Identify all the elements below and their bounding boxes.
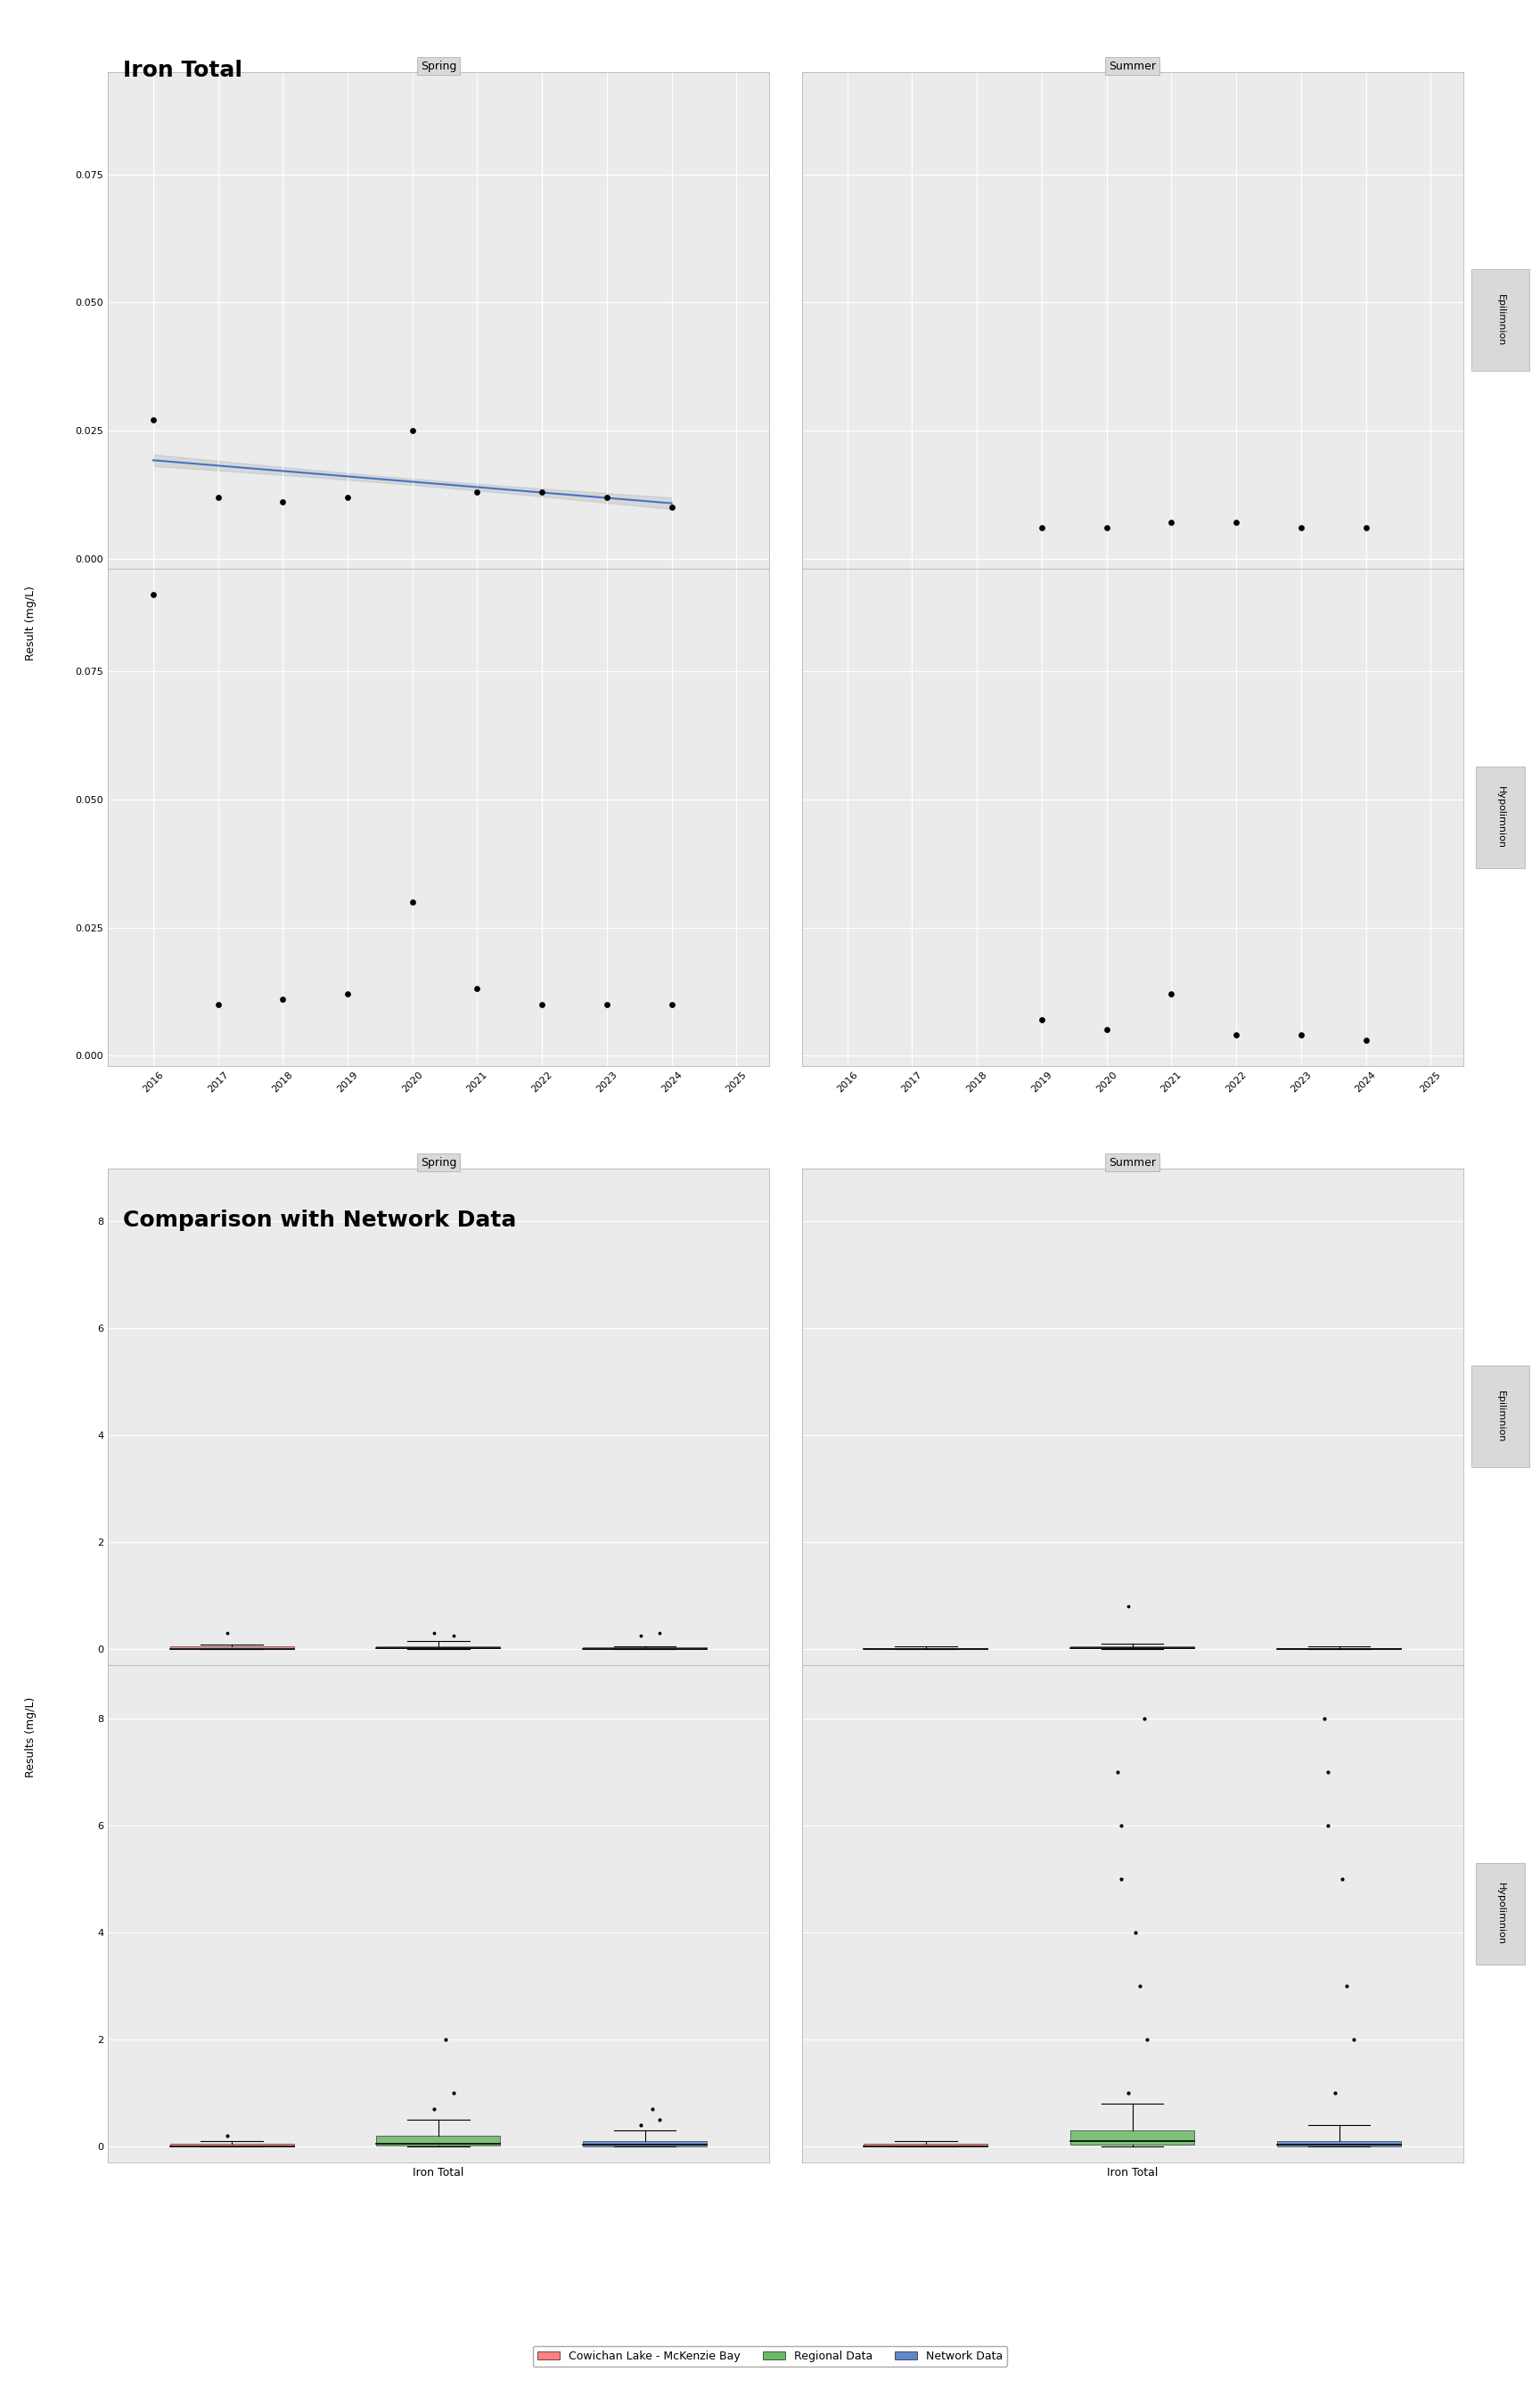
Legend: Cowichan Lake - McKenzie Bay, Regional Data, Network Data: Cowichan Lake - McKenzie Bay, Regional D… [533, 2346, 1007, 2367]
Point [1289, 508, 1314, 546]
Point [1224, 503, 1249, 541]
Point [1116, 2073, 1141, 2111]
Point [465, 970, 490, 1009]
Text: Iron Total: Iron Total [123, 60, 243, 81]
Text: Epilimnion: Epilimnion [1495, 1390, 1505, 1442]
Text: Hypolimnion: Hypolimnion [1495, 1883, 1505, 1946]
Point [1224, 1016, 1249, 1054]
Title: Summer: Summer [1109, 60, 1157, 72]
Point [530, 472, 554, 510]
Point [1354, 508, 1378, 546]
Point [1029, 508, 1053, 546]
Point [140, 400, 165, 438]
Text: Results (mg/L): Results (mg/L) [25, 1696, 37, 1778]
Point [422, 1615, 447, 1653]
Point [216, 2116, 240, 2154]
Point [594, 985, 619, 1023]
Point [206, 477, 231, 515]
Point [1127, 1967, 1152, 2005]
Point [140, 575, 165, 613]
Point [628, 1617, 653, 1656]
Bar [169, 2144, 294, 2147]
Point [647, 1615, 671, 1653]
Point [641, 2089, 665, 2128]
Point [628, 2106, 653, 2144]
Point [434, 2020, 459, 2058]
Point [422, 2089, 447, 2128]
Point [206, 985, 231, 1023]
Point [530, 985, 554, 1023]
Point [1116, 1586, 1141, 1624]
Point [1341, 2020, 1366, 2058]
X-axis label: Iron Total: Iron Total [1107, 2166, 1158, 2178]
Point [1331, 1859, 1355, 1898]
Point [336, 477, 360, 515]
Text: Epilimnion: Epilimnion [1495, 295, 1505, 347]
Bar [169, 1646, 294, 1648]
Point [216, 1615, 240, 1653]
Point [1334, 1967, 1358, 2005]
Point [647, 2101, 671, 2140]
Point [465, 472, 490, 510]
Point [1029, 1002, 1053, 1040]
Point [1135, 2020, 1160, 2058]
Point [271, 980, 296, 1018]
Point [1132, 1699, 1157, 1737]
Point [1095, 508, 1120, 546]
Point [336, 975, 360, 1014]
Bar [1277, 2140, 1401, 2147]
Point [1315, 1754, 1340, 1792]
Point [1289, 1016, 1314, 1054]
Point [594, 477, 619, 515]
Bar [584, 2140, 707, 2147]
Point [1160, 503, 1184, 541]
Point [400, 412, 425, 450]
Title: Spring: Spring [420, 60, 456, 72]
Point [1312, 1699, 1337, 1737]
Text: Comparison with Network Data: Comparison with Network Data [123, 1210, 516, 1232]
Point [1315, 1807, 1340, 1845]
Point [1109, 1859, 1133, 1898]
Point [440, 1617, 465, 1656]
Title: Summer: Summer [1109, 1157, 1157, 1169]
Point [1354, 1021, 1378, 1059]
Point [1095, 1011, 1120, 1049]
Bar [864, 2144, 987, 2147]
Bar [1070, 2130, 1195, 2144]
Text: Hypolimnion: Hypolimnion [1495, 786, 1505, 848]
Text: Result (mg/L): Result (mg/L) [25, 585, 37, 661]
Point [1106, 1754, 1130, 1792]
Point [1323, 2073, 1348, 2111]
Point [659, 985, 684, 1023]
Point [440, 2073, 465, 2111]
Point [1109, 1807, 1133, 1845]
Point [1123, 1912, 1147, 1950]
Point [271, 484, 296, 522]
Point [400, 882, 425, 920]
Point [1160, 975, 1184, 1014]
Bar [376, 2135, 501, 2144]
Point [659, 489, 684, 527]
Title: Spring: Spring [420, 1157, 456, 1169]
X-axis label: Iron Total: Iron Total [413, 2166, 464, 2178]
